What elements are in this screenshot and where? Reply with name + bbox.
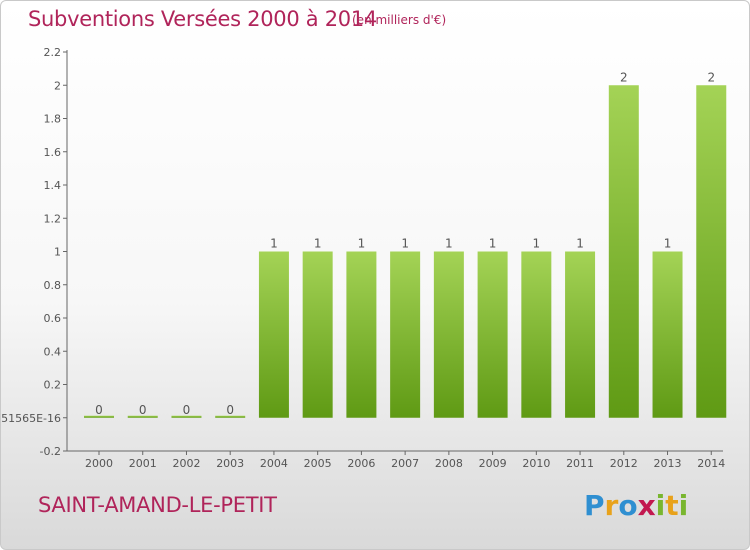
x-tick-label: 2010 xyxy=(522,457,550,470)
data-label: 1 xyxy=(401,237,409,251)
y-tick-label: 0.8 xyxy=(44,279,62,292)
x-tick-label: 2000 xyxy=(85,457,113,470)
data-label: 2 xyxy=(620,70,628,84)
bar xyxy=(171,415,202,418)
bar xyxy=(696,85,727,418)
logo-letter: P xyxy=(584,489,605,522)
data-label: 0 xyxy=(226,403,234,417)
logo-letter: r xyxy=(604,489,619,522)
logo-letter: t xyxy=(665,489,679,522)
bar xyxy=(477,251,508,418)
data-label: 1 xyxy=(489,237,497,251)
bar xyxy=(215,415,246,418)
y-tick-label: 2 xyxy=(54,79,61,92)
logo-letter: x xyxy=(637,489,656,522)
x-tick-label: 2001 xyxy=(129,457,157,470)
logo-letter: i xyxy=(678,489,689,522)
data-label: 1 xyxy=(314,237,322,251)
x-tick-label: 2013 xyxy=(654,457,682,470)
data-label: 0 xyxy=(139,403,147,417)
data-label: 1 xyxy=(270,237,278,251)
bar xyxy=(565,251,596,418)
y-tick-label: 0.2 xyxy=(44,379,62,392)
x-tick-label: 2003 xyxy=(216,457,244,470)
bar xyxy=(521,251,552,418)
data-label: 1 xyxy=(576,237,584,251)
x-tick-label: 2005 xyxy=(304,457,332,470)
data-label: 1 xyxy=(445,237,453,251)
commune-name: SAINT-AMAND-LE-PETIT xyxy=(38,493,277,517)
x-tick-label: 2008 xyxy=(435,457,463,470)
data-label: 1 xyxy=(358,237,366,251)
y-tick-label: 1.2 xyxy=(44,212,62,225)
bar xyxy=(346,251,377,418)
proxiti-logo: Proxiti xyxy=(584,489,688,522)
x-tick-label: 2004 xyxy=(260,457,288,470)
x-tick-label: 2002 xyxy=(172,457,200,470)
bar xyxy=(433,251,464,418)
x-tick-label: 2009 xyxy=(479,457,507,470)
y-tick-label: 0.4 xyxy=(44,345,62,358)
x-tick-label: 2007 xyxy=(391,457,419,470)
bar xyxy=(652,251,683,418)
y-tick-label: -0.2 xyxy=(40,445,61,458)
bar xyxy=(258,251,289,418)
y-tick-label: 0.6 xyxy=(44,312,62,325)
data-label: 1 xyxy=(664,237,672,251)
logo-letter: i xyxy=(655,489,666,522)
data-label: 1 xyxy=(533,237,541,251)
x-tick-label: 2006 xyxy=(347,457,375,470)
chart-title: Subventions Versées 2000 à 2014 xyxy=(28,7,377,31)
y-tick-label: 1.4 xyxy=(44,179,62,192)
y-tick-label: 1 xyxy=(54,246,61,259)
bar xyxy=(302,251,333,418)
bar xyxy=(84,415,114,418)
data-label: 2 xyxy=(707,70,715,84)
data-label: 0 xyxy=(183,403,191,417)
chart-subtitle: (en milliers d'€) xyxy=(352,13,447,27)
data-label: 0 xyxy=(95,403,103,417)
y-tick-label: 2.2 xyxy=(44,46,62,59)
bar xyxy=(127,415,158,418)
bar xyxy=(390,251,421,418)
y-tick-label: 1.8 xyxy=(44,113,62,126)
x-tick-label: 2014 xyxy=(697,457,725,470)
bar xyxy=(608,85,639,418)
logo-letter: o xyxy=(618,489,638,522)
x-tick-label: 2011 xyxy=(566,457,594,470)
x-tick-label: 2012 xyxy=(610,457,638,470)
y-tick-label: 1.6 xyxy=(44,146,62,159)
y-tick-label: -1.1102230246251565E-16 xyxy=(1,412,61,425)
